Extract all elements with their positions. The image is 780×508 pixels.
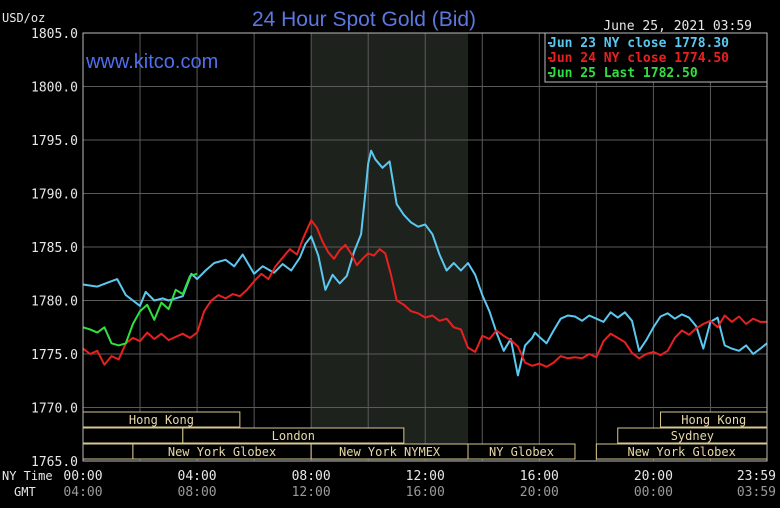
- chart-title: 24 Hour Spot Gold (Bid): [252, 8, 476, 31]
- y-tick-label: 1790.0: [31, 188, 78, 203]
- y-tick-label: 1765.0: [31, 455, 78, 470]
- y-tick-label: 1800.0: [31, 81, 78, 96]
- x-tick-ny: 20:00: [634, 469, 673, 484]
- session-bar: [82, 427, 184, 444]
- grid-lines: [83, 33, 767, 461]
- y-tick-label: 1780.0: [31, 295, 78, 310]
- y-tick-label: 1795.0: [31, 134, 78, 149]
- legend-entry-jun25: Jun 25 Last 1782.50: [549, 66, 698, 81]
- x-tick-labels: 00:00 04:00 08:00 12:00 16:00 20:00 23:5904:00…: [63, 469, 776, 500]
- legend-dash-jun24: -: [546, 51, 554, 66]
- session-label: Sydney: [671, 429, 714, 443]
- x-tick-ny: 16:00: [520, 469, 559, 484]
- series-line-2: [82, 272, 198, 347]
- unit-label: USD/oz: [2, 11, 45, 25]
- x-tick-gmt: 00:00: [634, 485, 673, 500]
- session-label: Hong Kong: [681, 413, 746, 427]
- session-label: Hong Kong: [129, 413, 194, 427]
- x-tick-ny: 08:00: [292, 469, 331, 484]
- legend-entry-jun24: Jun 24 NY close 1774.50: [549, 51, 729, 66]
- date-label: June 25, 2021 03:59: [603, 19, 752, 34]
- ny-time-label: NY Time: [2, 469, 53, 483]
- x-tick-gmt: 12:00: [292, 485, 331, 500]
- y-tick-label: 1770.0: [31, 402, 78, 417]
- x-tick-gmt: 16:00: [406, 485, 445, 500]
- legend-dash-jun23: -: [546, 36, 554, 51]
- x-tick-gmt: 04:00: [63, 485, 102, 500]
- series-line-0: [82, 149, 768, 377]
- session-bar: [182, 427, 405, 444]
- legend-entry-jun23: Jun 23 NY close 1778.30: [549, 36, 729, 51]
- y-tick-labels: 1805.0 1800.0 1795.0 1790.0 1785.0 1780.0 1775…: [31, 27, 78, 470]
- session-label: NY Globex: [489, 445, 554, 459]
- x-tick-gmt: 08:00: [178, 485, 217, 500]
- x-tick-ny: 04:00: [178, 469, 217, 484]
- series-line-1: [82, 219, 767, 368]
- y-tick-label: 1805.0: [31, 27, 78, 42]
- y-tick-label: 1775.0: [31, 348, 78, 363]
- x-tick-gmt: 20:00: [520, 485, 559, 500]
- plot-frame: [82, 32, 768, 462]
- session-label: New York Globex: [627, 445, 735, 459]
- site-watermark: www.kitco.com: [85, 51, 218, 73]
- x-tick-ny: 00:00: [63, 469, 102, 484]
- session-bar: [467, 443, 576, 460]
- gmt-label: GMT: [14, 485, 36, 499]
- legend-box: [544, 32, 768, 83]
- y-tick-label: 1785.0: [31, 241, 78, 256]
- session-label: New York Globex: [168, 445, 276, 459]
- session-label: New York NYMEX: [339, 445, 441, 459]
- x-tick-ny: 23:59: [737, 469, 776, 484]
- series-lines: [82, 149, 768, 377]
- legend: Jun 23 NY close 1778.30 Jun 24 NY close …: [544, 32, 768, 83]
- session-label: London: [272, 429, 315, 443]
- session-bar: [82, 443, 134, 460]
- x-tick-ny: 12:00: [406, 469, 445, 484]
- legend-dash-jun25: -: [546, 66, 554, 81]
- x-tick-gmt: 03:59: [737, 485, 776, 500]
